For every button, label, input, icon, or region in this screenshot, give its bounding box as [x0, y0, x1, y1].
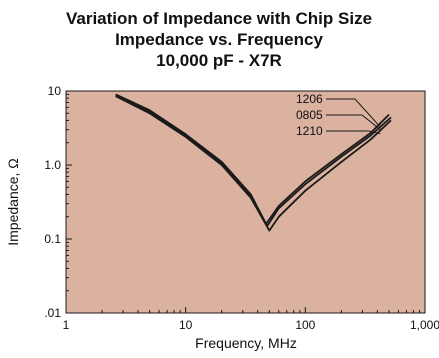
legend-label-1206: 1206: [296, 92, 323, 106]
y-axis-label: Impedance, Ω: [5, 158, 21, 246]
x-tick-label: 1,000: [410, 318, 439, 332]
series-line-1210: [115, 95, 392, 232]
axis-ticks: 1 10 100 1,000 .01 0.1 1.0 10: [44, 84, 439, 332]
legend-leader-1206: [326, 98, 381, 128]
chart-title-line-1: Variation of Impedance with Chip Size: [66, 9, 372, 28]
x-axis-label: Frequency, MHz: [195, 335, 297, 351]
y-tick-label: .01: [44, 306, 61, 320]
chart-title-line-3: 10,000 pF - X7R: [156, 51, 282, 70]
plot-area: [65, 90, 426, 314]
y-tick-label: 1.0: [44, 158, 61, 172]
legend-label-0805: 0805: [296, 108, 323, 122]
chart-title-line-2: Impedance vs. Frequency: [115, 30, 323, 49]
x-tick-label: 1: [63, 318, 70, 332]
y-tick-label: 0.1: [44, 232, 61, 246]
legend-leader-1210: [326, 130, 381, 135]
series-lines: [115, 93, 392, 232]
legend-label-1210: 1210: [296, 124, 323, 138]
x-tick-label: 10: [179, 318, 193, 332]
y-tick-label: 10: [48, 84, 62, 98]
legend: 1206 0805 1210: [296, 92, 381, 138]
legend-leader-0805: [326, 114, 381, 130]
x-tick-label: 100: [295, 318, 315, 332]
